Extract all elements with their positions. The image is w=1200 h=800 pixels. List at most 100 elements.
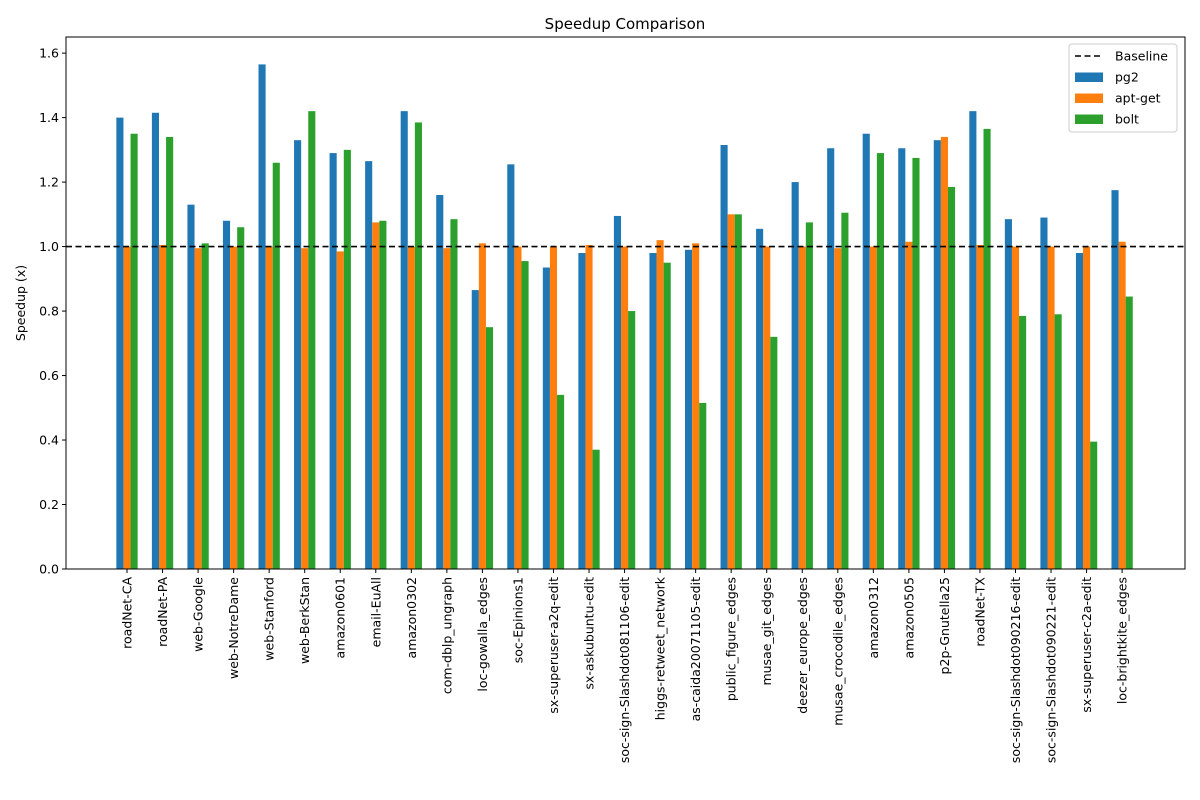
bar-pg2-web-BerkStan bbox=[294, 140, 302, 569]
y-tick-label: 0.4 bbox=[39, 433, 59, 448]
bar-apt-get-email-EuAll bbox=[372, 222, 380, 569]
bar-bolt-amazon0505 bbox=[912, 157, 920, 569]
bar-apt-get-soc-sign-Slashdot090221-edit bbox=[1047, 246, 1055, 569]
bar-apt-get-amazon0601 bbox=[336, 251, 344, 569]
bar-apt-get-sx-superuser-c2a-edit bbox=[1083, 246, 1091, 569]
bar-apt-get-soc-Epinions1 bbox=[514, 246, 522, 569]
x-axis: roadNet-CA roadNet-PA web-Google web-NotreD… bbox=[120, 569, 1130, 763]
x-tick-label: amazon0302 bbox=[404, 577, 419, 658]
bar-bolt-roadNet-TX bbox=[983, 128, 991, 569]
bar-bolt-as-caida20071105-edit bbox=[699, 402, 707, 569]
bar-apt-get-web-NotreDame bbox=[230, 246, 238, 569]
y-tick-label: 0.2 bbox=[39, 497, 59, 512]
bar-bolt-amazon0302 bbox=[414, 122, 422, 569]
bar-pg2-email-EuAll bbox=[365, 161, 373, 569]
bar-pg2-soc-sign-Slashdot090221-edit bbox=[1040, 217, 1048, 569]
bar-pg2-deezer_europe_edges bbox=[791, 182, 799, 569]
bar-pg2-loc-gowalla_edges bbox=[471, 290, 479, 569]
bar-bolt-musae_crocodile_edges bbox=[841, 212, 849, 569]
bar-pg2-amazon0312 bbox=[862, 133, 870, 570]
bar-apt-get-soc-sign-Slashdot090216-edit bbox=[1011, 246, 1020, 569]
bar-bolt-sx-askubuntu-edit bbox=[592, 449, 600, 569]
bar-pg2-soc-sign-Slashdot081106-edit bbox=[613, 215, 622, 569]
bar-bolt-p2p-Gnutella25 bbox=[947, 186, 956, 569]
legend-label-baseline: Baseline bbox=[1115, 49, 1168, 64]
bar-apt-get-web-BerkStan bbox=[301, 248, 309, 569]
x-tick-label: amazon0505 bbox=[901, 577, 916, 658]
bar-bolt-sx-superuser-a2q-edit bbox=[557, 394, 565, 569]
bar-apt-get-loc-gowalla_edges bbox=[478, 243, 486, 569]
y-tick-label: 1.2 bbox=[39, 175, 59, 190]
bar-pg2-soc-sign-Slashdot090216-edit bbox=[1004, 219, 1012, 570]
bar-bolt-soc-sign-Slashdot081106-edit bbox=[628, 311, 636, 569]
bar-bolt-soc-sign-Slashdot090221-edit bbox=[1054, 314, 1062, 569]
x-tick-label: deezer_europe_edges bbox=[795, 577, 810, 714]
bar-apt-get-musae_crocodile_edges bbox=[834, 248, 842, 569]
x-tick-label: musae_git_edges bbox=[759, 577, 774, 686]
bar-apt-get-web-Stanford bbox=[265, 246, 273, 569]
bar-pg2-sx-askubuntu-edit bbox=[578, 253, 586, 569]
bar-bolt-soc-sign-Slashdot090216-edit bbox=[1019, 315, 1027, 569]
x-tick-label: soc-sign-Slashdot090221-edit bbox=[1044, 577, 1059, 763]
bar-apt-get-roadNet-TX bbox=[976, 244, 984, 569]
x-tick-label: soc-sign-Slashdot090216-edit bbox=[1008, 577, 1023, 763]
legend-swatch-bolt bbox=[1075, 114, 1103, 124]
legend-box bbox=[1068, 43, 1178, 133]
bar-bolt-loc-gowalla_edges bbox=[485, 327, 494, 569]
bar-apt-get-loc-brightkite_edges bbox=[1118, 241, 1126, 570]
bar-apt-get-deezer_europe_edges bbox=[798, 246, 806, 569]
x-tick-label: com-dblp_ungraph bbox=[439, 577, 454, 694]
bar-bolt-loc-brightkite_edges bbox=[1125, 296, 1133, 569]
bar-pg2-roadNet-TX bbox=[969, 111, 977, 569]
x-tick-label: p2p-Gnutella25 bbox=[937, 577, 952, 674]
bar-bolt-com-dblp_ungraph bbox=[450, 219, 458, 570]
bar-pg2-web-Google bbox=[187, 204, 195, 569]
x-tick-label: email-EuAll bbox=[368, 577, 383, 647]
bar-pg2-roadNet-PA bbox=[151, 112, 159, 570]
plot-frame bbox=[65, 36, 1186, 570]
bar-apt-get-musae_git_edges bbox=[763, 246, 771, 569]
x-tick-label: as-caida20071105-edit bbox=[688, 577, 703, 722]
x-tick-label: roadNet-CA bbox=[120, 577, 135, 649]
y-axis-label: Speedup (x) bbox=[13, 265, 28, 341]
legend-label-apt-get: apt-get bbox=[1115, 91, 1161, 106]
bar-apt-get-amazon0505 bbox=[905, 241, 913, 570]
bar-pg2-com-dblp_ungraph bbox=[436, 194, 444, 570]
y-tick-label: 1.4 bbox=[39, 110, 59, 125]
bar-pg2-loc-brightkite_edges bbox=[1111, 190, 1119, 569]
x-tick-label: soc-Epinions1 bbox=[510, 577, 525, 663]
bar-apt-get-web-Google bbox=[194, 248, 202, 569]
bar-apt-get-com-dblp_ungraph bbox=[443, 248, 451, 569]
bar-apt-get-as-caida20071105-edit bbox=[692, 243, 700, 569]
y-axis: 0.0 0.2 0.4 0.6 0.8 1.0 1.2 1.4 1.6 bbox=[39, 46, 66, 577]
bar-pg2-sx-superuser-a2q-edit bbox=[542, 267, 550, 569]
bar-bolt-soc-Epinions1 bbox=[521, 261, 529, 569]
bar-pg2-p2p-Gnutella25 bbox=[933, 140, 941, 569]
legend: Baseline pg2 apt-get bolt bbox=[1068, 43, 1178, 133]
bar-apt-get-sx-superuser-a2q-edit bbox=[549, 246, 558, 569]
y-tick-label: 0.0 bbox=[39, 562, 59, 577]
x-tick-label: public_figure_edges bbox=[724, 577, 739, 701]
bar-apt-get-amazon0312 bbox=[869, 246, 877, 569]
x-tick-label: web-NotreDame bbox=[226, 577, 241, 679]
bar-pg2-soc-Epinions1 bbox=[507, 164, 515, 570]
bar-pg2-musae_crocodile_edges bbox=[827, 148, 835, 570]
bar-bolt-sx-superuser-c2a-edit bbox=[1090, 441, 1098, 569]
y-tick-label: 0.8 bbox=[39, 304, 59, 319]
bar-apt-get-roadNet-CA bbox=[123, 246, 131, 569]
bar-apt-get-higgs-retweet_network bbox=[656, 240, 664, 569]
bar-bolt-amazon0312 bbox=[876, 153, 884, 569]
legend-label-bolt: bolt bbox=[1115, 112, 1139, 127]
bar-bolt-musae_git_edges bbox=[770, 336, 778, 569]
bar-bolt-roadNet-CA bbox=[130, 133, 138, 570]
bar-apt-get-sx-askubuntu-edit bbox=[585, 244, 593, 569]
legend-swatch-pg2 bbox=[1075, 72, 1103, 82]
y-tick-label: 1.0 bbox=[39, 239, 59, 254]
x-tick-label: web-Google bbox=[191, 577, 206, 652]
y-tick-label: 1.6 bbox=[39, 46, 59, 61]
x-tick-label: web-BerkStan bbox=[297, 577, 312, 664]
x-tick-label: amazon0312 bbox=[866, 577, 881, 658]
chart-title: Speedup Comparison bbox=[545, 15, 706, 33]
bar-apt-get-soc-sign-Slashdot081106-edit bbox=[621, 246, 629, 569]
x-tick-label: roadNet-PA bbox=[155, 577, 170, 647]
